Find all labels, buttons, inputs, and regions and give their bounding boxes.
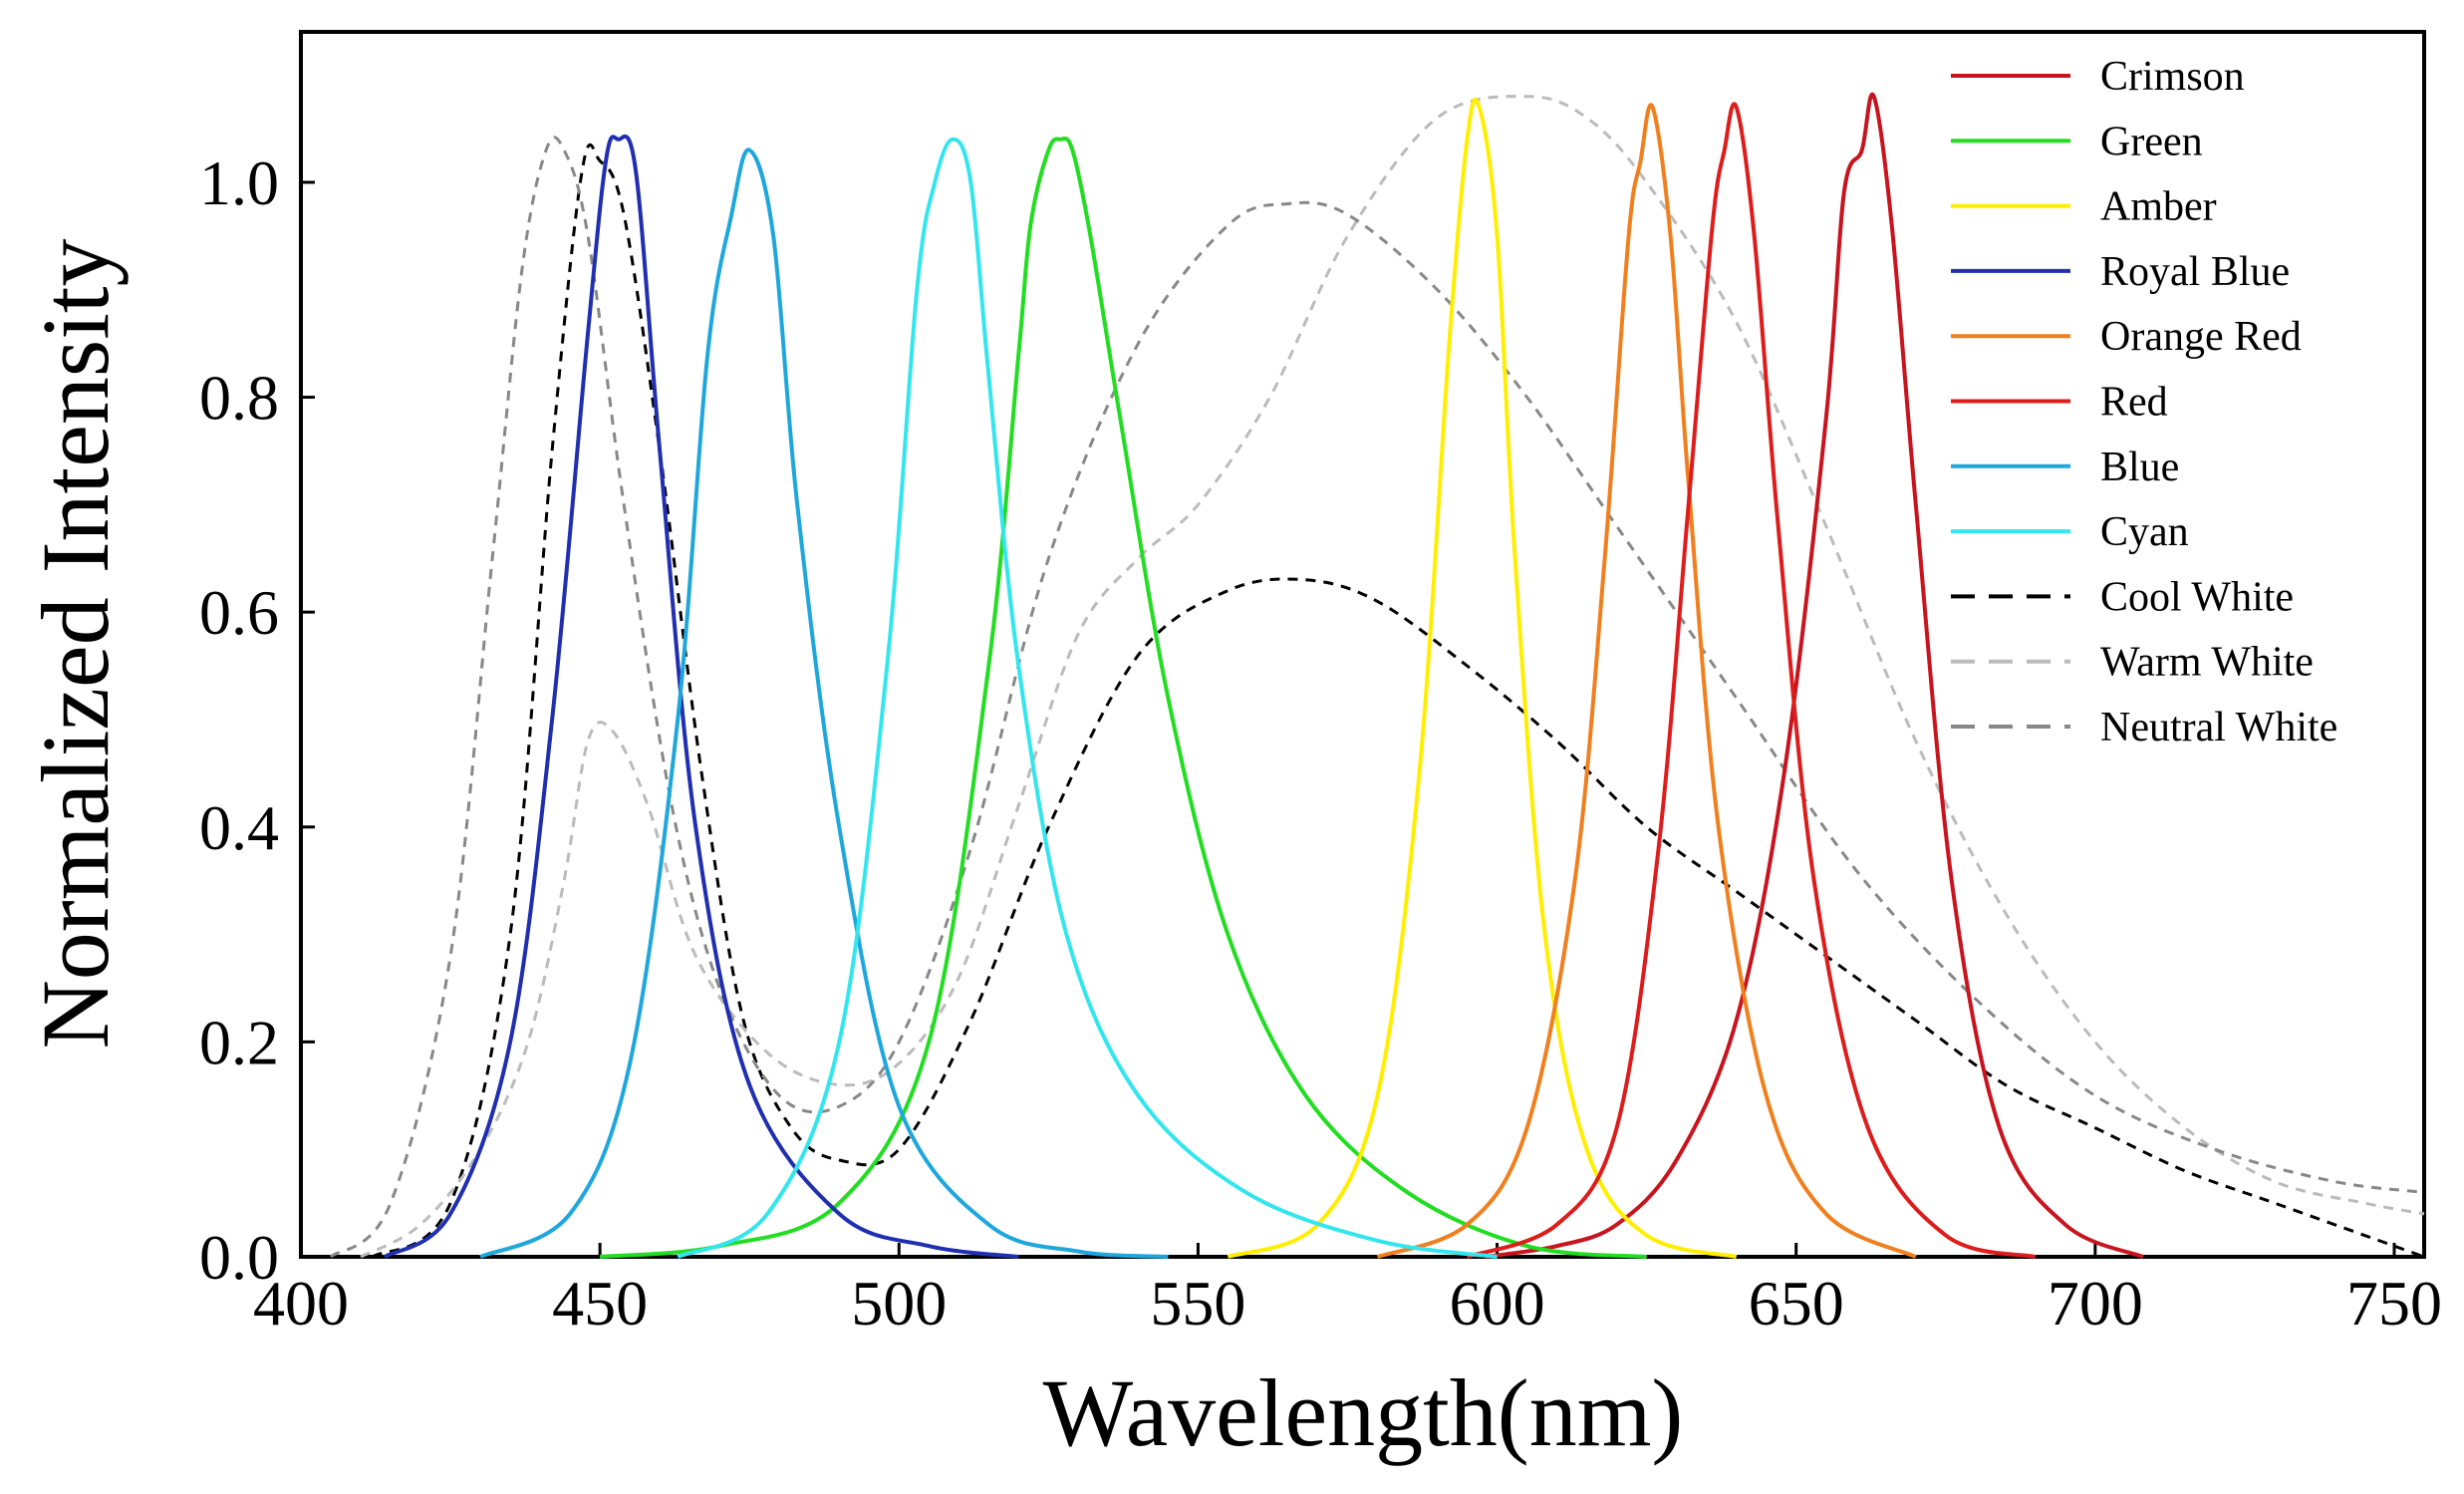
series-line-cyan bbox=[677, 137, 1498, 1259]
series-line-blue bbox=[479, 148, 1169, 1259]
legend-label: Cool White bbox=[2100, 574, 2294, 620]
y-tick-label: 0.0 bbox=[199, 1222, 279, 1293]
x-tick-label: 400 bbox=[253, 1268, 349, 1339]
y-tick-label: 0.6 bbox=[199, 577, 279, 648]
series-line-royal-blue bbox=[383, 134, 1019, 1259]
legend-label: Crimson bbox=[2100, 54, 2245, 100]
x-tick-label: 750 bbox=[2346, 1268, 2442, 1339]
legend: Crimson Green Amber Royal Blue Orange Red Red… bbox=[1951, 54, 2337, 750]
series-line-orange-red bbox=[1376, 103, 1917, 1259]
x-axis-title: Wavelength(nm) bbox=[1043, 1359, 1684, 1466]
legend-label: Neutral White bbox=[2100, 705, 2337, 750]
legend-label: Blue bbox=[2100, 445, 2179, 490]
x-tick-label: 550 bbox=[1150, 1268, 1245, 1339]
series-line-warm-white bbox=[360, 95, 2425, 1259]
y-axis-ticks: 0.0 0.2 0.4 0.6 0.8 1.0 bbox=[199, 148, 315, 1293]
series-line-green bbox=[599, 136, 1647, 1259]
y-tick-label: 0.2 bbox=[199, 1007, 279, 1077]
y-axis-title: Normalized Intensity bbox=[22, 238, 129, 1048]
plot-frame bbox=[299, 30, 2426, 1259]
x-axis-ticks: 400 450 500 550 600 650 700 750 bbox=[253, 1243, 2442, 1339]
legend-label: Red bbox=[2100, 380, 2168, 426]
legend-label: Warm White bbox=[2100, 640, 2314, 686]
x-tick-label: 500 bbox=[851, 1268, 947, 1339]
series-line-crimson bbox=[1485, 92, 2144, 1259]
y-tick-label: 0.8 bbox=[199, 363, 279, 434]
legend-label: Green bbox=[2100, 119, 2203, 164]
series-line-red bbox=[1466, 102, 2037, 1259]
legend-label: Royal Blue bbox=[2100, 249, 2290, 295]
x-tick-label: 450 bbox=[552, 1268, 648, 1339]
legend-label: Amber bbox=[2100, 184, 2217, 230]
series-line-amber bbox=[1227, 97, 1738, 1259]
x-tick-label: 600 bbox=[1450, 1268, 1545, 1339]
x-tick-label: 650 bbox=[1749, 1268, 1844, 1339]
legend-label: Cyan bbox=[2100, 509, 2189, 555]
legend-label: Orange Red bbox=[2100, 314, 2302, 360]
y-tick-label: 1.0 bbox=[199, 148, 279, 218]
series-line-cool-white bbox=[372, 143, 2425, 1259]
series-line-neutral-white bbox=[329, 136, 2425, 1259]
series-layer bbox=[329, 92, 2425, 1259]
x-tick-label: 700 bbox=[2048, 1268, 2143, 1339]
y-tick-label: 0.4 bbox=[199, 792, 279, 863]
